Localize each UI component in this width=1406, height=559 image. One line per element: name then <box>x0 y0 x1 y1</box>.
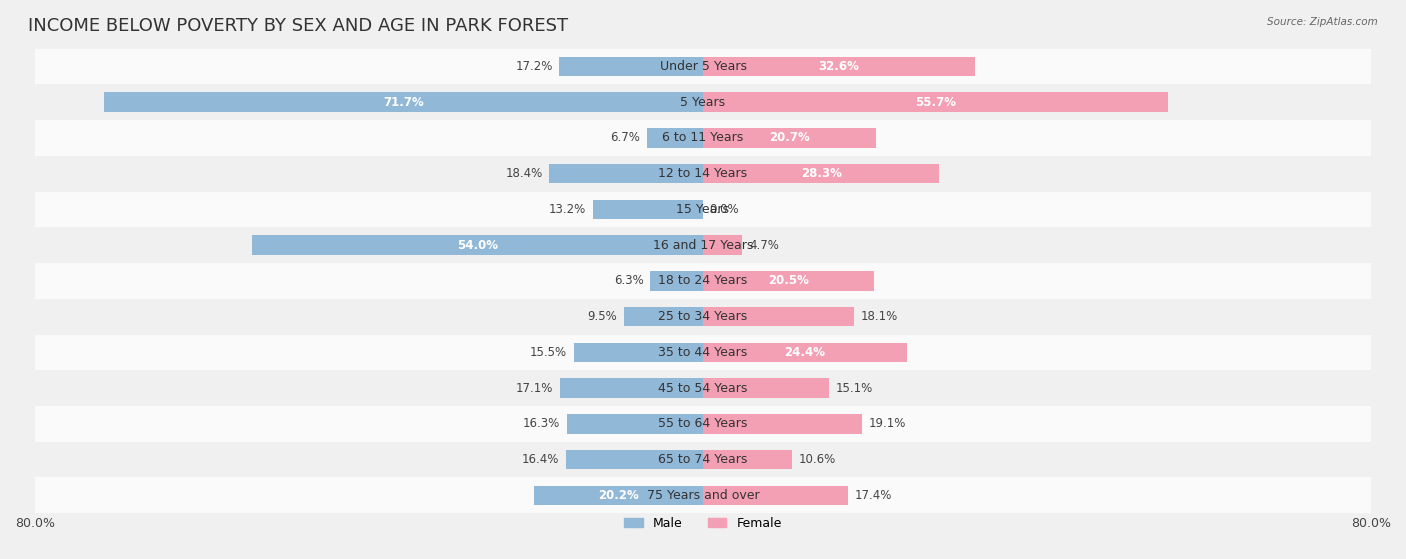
Text: 13.2%: 13.2% <box>548 203 586 216</box>
Bar <box>560 378 703 398</box>
Text: 20.2%: 20.2% <box>599 489 640 502</box>
Text: 18.1%: 18.1% <box>860 310 898 323</box>
Text: 15.5%: 15.5% <box>530 346 567 359</box>
Text: 35 to 44 Years: 35 to 44 Years <box>658 346 748 359</box>
Text: 6.7%: 6.7% <box>610 131 640 144</box>
Bar <box>703 164 939 183</box>
Bar <box>534 486 703 505</box>
Bar <box>567 450 703 470</box>
Bar <box>35 299 1371 334</box>
Text: 71.7%: 71.7% <box>384 96 425 108</box>
Bar <box>703 92 1168 112</box>
Bar <box>703 235 742 255</box>
Bar <box>703 414 862 434</box>
Text: 17.1%: 17.1% <box>516 382 554 395</box>
Bar <box>35 334 1371 370</box>
Text: 16 and 17 Years: 16 and 17 Years <box>652 239 754 252</box>
Text: 10.6%: 10.6% <box>799 453 835 466</box>
Bar <box>35 228 1371 263</box>
Text: 15 Years: 15 Years <box>676 203 730 216</box>
Bar <box>703 450 792 470</box>
Text: 16.3%: 16.3% <box>523 418 560 430</box>
Bar <box>703 128 876 148</box>
Bar <box>574 343 703 362</box>
Bar <box>35 477 1371 513</box>
Bar <box>703 343 907 362</box>
Bar <box>104 92 703 112</box>
Bar <box>703 271 875 291</box>
Text: 16.4%: 16.4% <box>522 453 560 466</box>
Bar <box>35 442 1371 477</box>
Text: 5 Years: 5 Years <box>681 96 725 108</box>
Bar <box>35 192 1371 228</box>
Bar <box>651 271 703 291</box>
Text: 24.4%: 24.4% <box>785 346 825 359</box>
Text: 17.2%: 17.2% <box>516 60 553 73</box>
Bar <box>35 370 1371 406</box>
Text: 28.3%: 28.3% <box>800 167 842 180</box>
Text: 18.4%: 18.4% <box>505 167 543 180</box>
Text: 20.7%: 20.7% <box>769 131 810 144</box>
Bar <box>593 200 703 219</box>
Bar <box>703 307 853 326</box>
Text: Source: ZipAtlas.com: Source: ZipAtlas.com <box>1267 17 1378 27</box>
Text: INCOME BELOW POVERTY BY SEX AND AGE IN PARK FOREST: INCOME BELOW POVERTY BY SEX AND AGE IN P… <box>28 17 568 35</box>
Text: 54.0%: 54.0% <box>457 239 498 252</box>
Bar <box>550 164 703 183</box>
Text: 0.0%: 0.0% <box>710 203 740 216</box>
Text: 65 to 74 Years: 65 to 74 Years <box>658 453 748 466</box>
Bar <box>35 406 1371 442</box>
Bar <box>35 84 1371 120</box>
Text: 32.6%: 32.6% <box>818 60 859 73</box>
Text: 75 Years and over: 75 Years and over <box>647 489 759 502</box>
Bar <box>35 156 1371 192</box>
Bar <box>252 235 703 255</box>
Text: Under 5 Years: Under 5 Years <box>659 60 747 73</box>
Text: 12 to 14 Years: 12 to 14 Years <box>658 167 748 180</box>
Text: 19.1%: 19.1% <box>869 418 907 430</box>
Text: 9.5%: 9.5% <box>588 310 617 323</box>
Bar <box>567 414 703 434</box>
Text: 55 to 64 Years: 55 to 64 Years <box>658 418 748 430</box>
Text: 25 to 34 Years: 25 to 34 Years <box>658 310 748 323</box>
Text: 55.7%: 55.7% <box>915 96 956 108</box>
Text: 17.4%: 17.4% <box>855 489 893 502</box>
Text: 18 to 24 Years: 18 to 24 Years <box>658 274 748 287</box>
Bar <box>35 49 1371 84</box>
Bar <box>624 307 703 326</box>
Bar <box>703 56 976 76</box>
Legend: Male, Female: Male, Female <box>619 512 787 535</box>
Text: 6.3%: 6.3% <box>614 274 644 287</box>
Text: 20.5%: 20.5% <box>768 274 808 287</box>
Bar <box>560 56 703 76</box>
Bar <box>703 486 848 505</box>
Text: 15.1%: 15.1% <box>835 382 873 395</box>
Text: 45 to 54 Years: 45 to 54 Years <box>658 382 748 395</box>
Text: 6 to 11 Years: 6 to 11 Years <box>662 131 744 144</box>
Text: 4.7%: 4.7% <box>749 239 779 252</box>
Bar <box>703 378 830 398</box>
Bar <box>35 263 1371 299</box>
Bar <box>647 128 703 148</box>
Bar <box>35 120 1371 156</box>
